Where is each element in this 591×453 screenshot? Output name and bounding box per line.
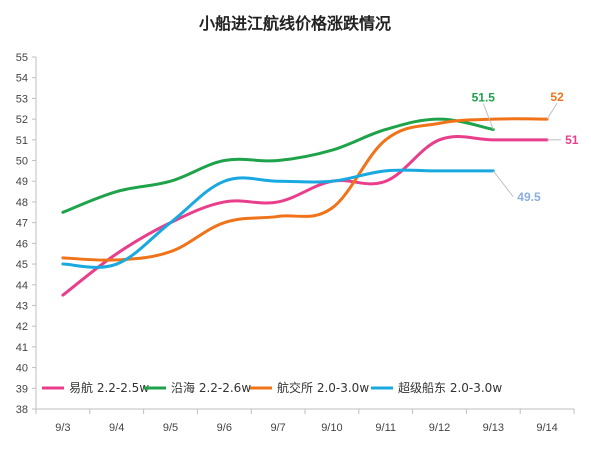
y-tick-label: 54: [16, 73, 28, 85]
y-tick-label: 46: [16, 238, 28, 250]
end-label: 51.5: [472, 90, 496, 104]
end-label: 49.5: [517, 190, 541, 204]
axes: 38 39 40 41 42 43 44 45 46 47 48 49 50 51 52 53 54 55 9/3 9…: [16, 52, 575, 434]
y-tick-label: 48: [16, 197, 28, 209]
legend-label: 超级船东 2.0-3.0w: [398, 380, 502, 395]
legend-label: 易航 2.2-2.5w: [69, 380, 149, 395]
series-line: [61, 117, 495, 214]
end-label-leader: [492, 170, 514, 198]
x-tick-label: 9/13: [483, 422, 504, 434]
y-tick-label: 47: [16, 218, 28, 230]
x-tick-label: 9/14: [536, 422, 557, 434]
x-tick-label: 9/4: [109, 422, 124, 434]
y-tick-label: 45: [16, 259, 28, 271]
y-tick-label: 40: [16, 363, 28, 375]
y-tick-label: 53: [16, 93, 28, 105]
end-label: 51: [565, 133, 579, 147]
y-tick-label: 52: [16, 114, 28, 126]
x-tick-label: 9/12: [429, 422, 450, 434]
y-tick-label: 50: [16, 156, 28, 168]
y-tick-label: 43: [16, 300, 28, 312]
series-line: [61, 168, 495, 269]
series-lines: [61, 117, 549, 297]
series-line: [61, 117, 549, 262]
y-tick-label: 44: [16, 280, 28, 292]
end-labels: 51 51.5 52 49.5: [472, 90, 579, 204]
x-tick-label: 9/3: [55, 422, 70, 434]
legend-label: 沿海 2.2-2.6w: [171, 380, 251, 395]
end-label-leader: [546, 102, 558, 120]
y-tick-label: 51: [16, 135, 28, 147]
y-tick-label: 42: [16, 321, 28, 333]
x-tick-label: 9/10: [321, 422, 342, 434]
legend-label: 航交所 2.0-3.0w: [277, 380, 369, 395]
y-tick-label: 38: [16, 404, 28, 416]
end-label: 52: [550, 90, 564, 104]
y-tick-label: 39: [16, 383, 28, 395]
end-label-leader: [482, 103, 494, 130]
y-tick-label: 41: [16, 342, 28, 354]
x-tick-label: 9/7: [270, 422, 285, 434]
series-line: [61, 135, 549, 297]
y-tick-label: 55: [16, 52, 28, 64]
x-tick-label: 9/5: [163, 422, 178, 434]
y-tick-label: 49: [16, 176, 28, 188]
x-tick-label: 9/11: [375, 422, 396, 434]
chart-title: 小船进江航线价格涨跌情况: [199, 14, 391, 33]
legend: 易航 2.2-2.5w 沿海 2.2-2.6w 航交所 2.0-3.0w 超级船东 2…: [42, 380, 502, 395]
x-tick-label: 9/6: [217, 422, 232, 434]
